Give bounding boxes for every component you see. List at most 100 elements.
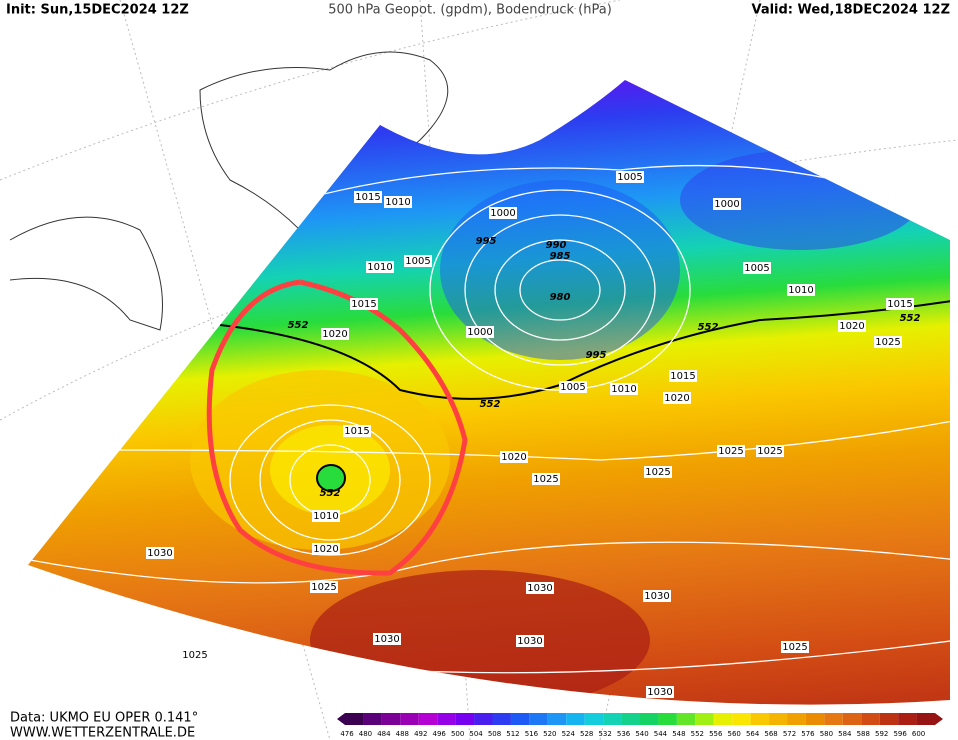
isobar-label: 1030 [517, 636, 542, 647]
scale-swatch [695, 713, 714, 725]
scale-swatch [750, 713, 770, 725]
scale-label: 564 [746, 730, 760, 738]
label-box [874, 336, 902, 348]
isobar-label: 1025 [757, 446, 782, 457]
label-box [644, 466, 672, 478]
label-box [669, 370, 697, 382]
label-box [838, 320, 866, 332]
isobar-label: 1015 [351, 299, 376, 310]
scale-swatch [676, 713, 696, 725]
scale-swatch [418, 713, 438, 725]
label-box [886, 298, 914, 310]
scale-label: 492 [414, 730, 427, 738]
scale-label: 576 [801, 730, 815, 738]
scale-arrow-right [935, 713, 943, 725]
scale-swatch [547, 713, 567, 725]
isobar-label: 1020 [501, 452, 526, 463]
scale-label: 596 [893, 730, 907, 738]
isobar-label: 1025 [182, 650, 207, 661]
label-box [559, 381, 587, 393]
site: WWW.WETTERZENTRALE.DE [10, 726, 195, 740]
label-box [321, 328, 349, 340]
scale-label: 588 [857, 730, 870, 738]
isobar-label: 1030 [647, 687, 672, 698]
isobar-label: 995 [476, 236, 497, 247]
label-box [489, 207, 517, 219]
isobar-label: 1020 [664, 393, 689, 404]
scale-label: 560 [728, 730, 741, 738]
scale-swatch [640, 713, 659, 725]
label-box [384, 196, 412, 208]
isobar-label: 1010 [611, 384, 636, 395]
label-box [743, 262, 771, 274]
scale-label: 584 [838, 730, 852, 738]
scale-label: 528 [580, 730, 593, 738]
init-time: Init: Sun,15DEC2024 12Z [6, 3, 189, 18]
scale-label: 520 [543, 730, 556, 738]
isobar-label: 980 [550, 292, 571, 303]
valid-time: Valid: Wed,18DEC2024 12Z [751, 3, 950, 18]
scale-label: 484 [377, 730, 391, 738]
scale-swatch [658, 713, 677, 725]
isobar-label: 1010 [367, 262, 392, 273]
isobar-label: 1005 [405, 256, 430, 267]
isobar-label: 985 [550, 251, 571, 262]
label-box [366, 261, 394, 273]
label-box [312, 543, 340, 555]
label-box [404, 255, 432, 267]
scale-label: 580 [820, 730, 833, 738]
scale-swatch [916, 713, 935, 725]
scale-label: 508 [488, 730, 501, 738]
scale-label: 532 [598, 730, 611, 738]
label-box [500, 451, 528, 463]
isobar-label: 1010 [313, 511, 338, 522]
isobar-label: 1025 [533, 474, 558, 485]
isobar-label: 1005 [617, 172, 642, 183]
scale-label: 488 [396, 730, 409, 738]
scale-label: 536 [617, 730, 631, 738]
isobar-label: 1015 [670, 371, 695, 382]
data-source: Data: UKMO EU OPER 0.141° [10, 711, 198, 726]
label-box [312, 510, 340, 522]
isobar-label: 1030 [374, 634, 399, 645]
scale-swatch [769, 713, 788, 725]
label-box [354, 191, 382, 203]
isobar-label: 1025 [718, 446, 743, 457]
scale-swatch [474, 713, 493, 725]
isobar-label: 1000 [490, 208, 515, 219]
isobar-label: 1015 [887, 299, 912, 310]
scale-swatch [805, 713, 825, 725]
label-box [787, 284, 815, 296]
label-box [532, 473, 560, 485]
label-box [610, 383, 638, 395]
highlight-circle [206, 279, 468, 576]
label-box [756, 445, 784, 457]
scale-swatch [529, 713, 548, 725]
scale-swatch [732, 713, 751, 725]
label-box [466, 326, 494, 338]
scale-label: 540 [635, 730, 648, 738]
isobar-label: 1010 [385, 197, 410, 208]
label-box [646, 686, 674, 698]
isobar-label: 1030 [147, 548, 172, 559]
scale-arrow-left [337, 713, 345, 725]
isobar-label: 1025 [311, 582, 336, 593]
scale-label: 572 [783, 730, 796, 738]
scale-swatch [510, 713, 530, 725]
isobar-label: 1030 [527, 583, 552, 594]
scale-swatch [861, 713, 880, 725]
label-box [350, 298, 378, 310]
scale-label: 556 [709, 730, 723, 738]
isobar-label: 1010 [788, 285, 813, 296]
label-box [343, 425, 371, 437]
isobar-label: 1005 [560, 382, 585, 393]
isobar-label: 1000 [714, 199, 739, 210]
scale-swatch [898, 713, 917, 725]
scale-swatch [842, 713, 862, 725]
label-box [717, 445, 745, 457]
scale-swatch [787, 713, 806, 725]
scale-label: 476 [340, 730, 354, 738]
isobar-label: 1025 [645, 467, 670, 478]
isobar-label: 1005 [744, 263, 769, 274]
